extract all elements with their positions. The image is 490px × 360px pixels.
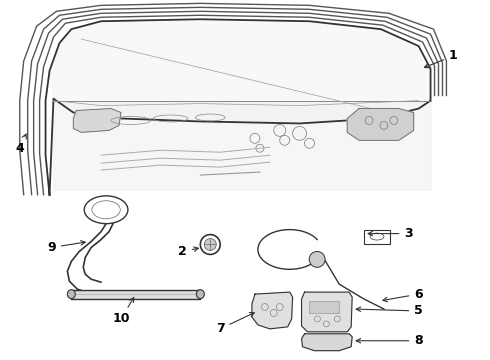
Text: 3: 3	[368, 227, 413, 240]
Text: 9: 9	[47, 240, 85, 254]
Ellipse shape	[196, 290, 204, 298]
Text: 8: 8	[356, 334, 423, 347]
Text: 5: 5	[356, 305, 423, 318]
Polygon shape	[347, 109, 414, 140]
Polygon shape	[252, 292, 293, 329]
Polygon shape	[53, 100, 431, 190]
Polygon shape	[301, 334, 352, 351]
Text: 1: 1	[424, 49, 458, 68]
Text: 10: 10	[112, 298, 134, 325]
Polygon shape	[49, 19, 431, 123]
Circle shape	[204, 239, 216, 251]
Polygon shape	[301, 292, 352, 332]
Text: 2: 2	[178, 245, 198, 258]
Circle shape	[309, 251, 325, 267]
Text: 7: 7	[216, 312, 254, 336]
Bar	[72, 290, 200, 299]
Text: 6: 6	[383, 288, 423, 302]
Polygon shape	[74, 109, 121, 132]
Text: 4: 4	[15, 134, 26, 155]
Ellipse shape	[68, 290, 75, 298]
Circle shape	[200, 235, 220, 255]
Bar	[310, 301, 339, 313]
Bar	[364, 230, 390, 243]
